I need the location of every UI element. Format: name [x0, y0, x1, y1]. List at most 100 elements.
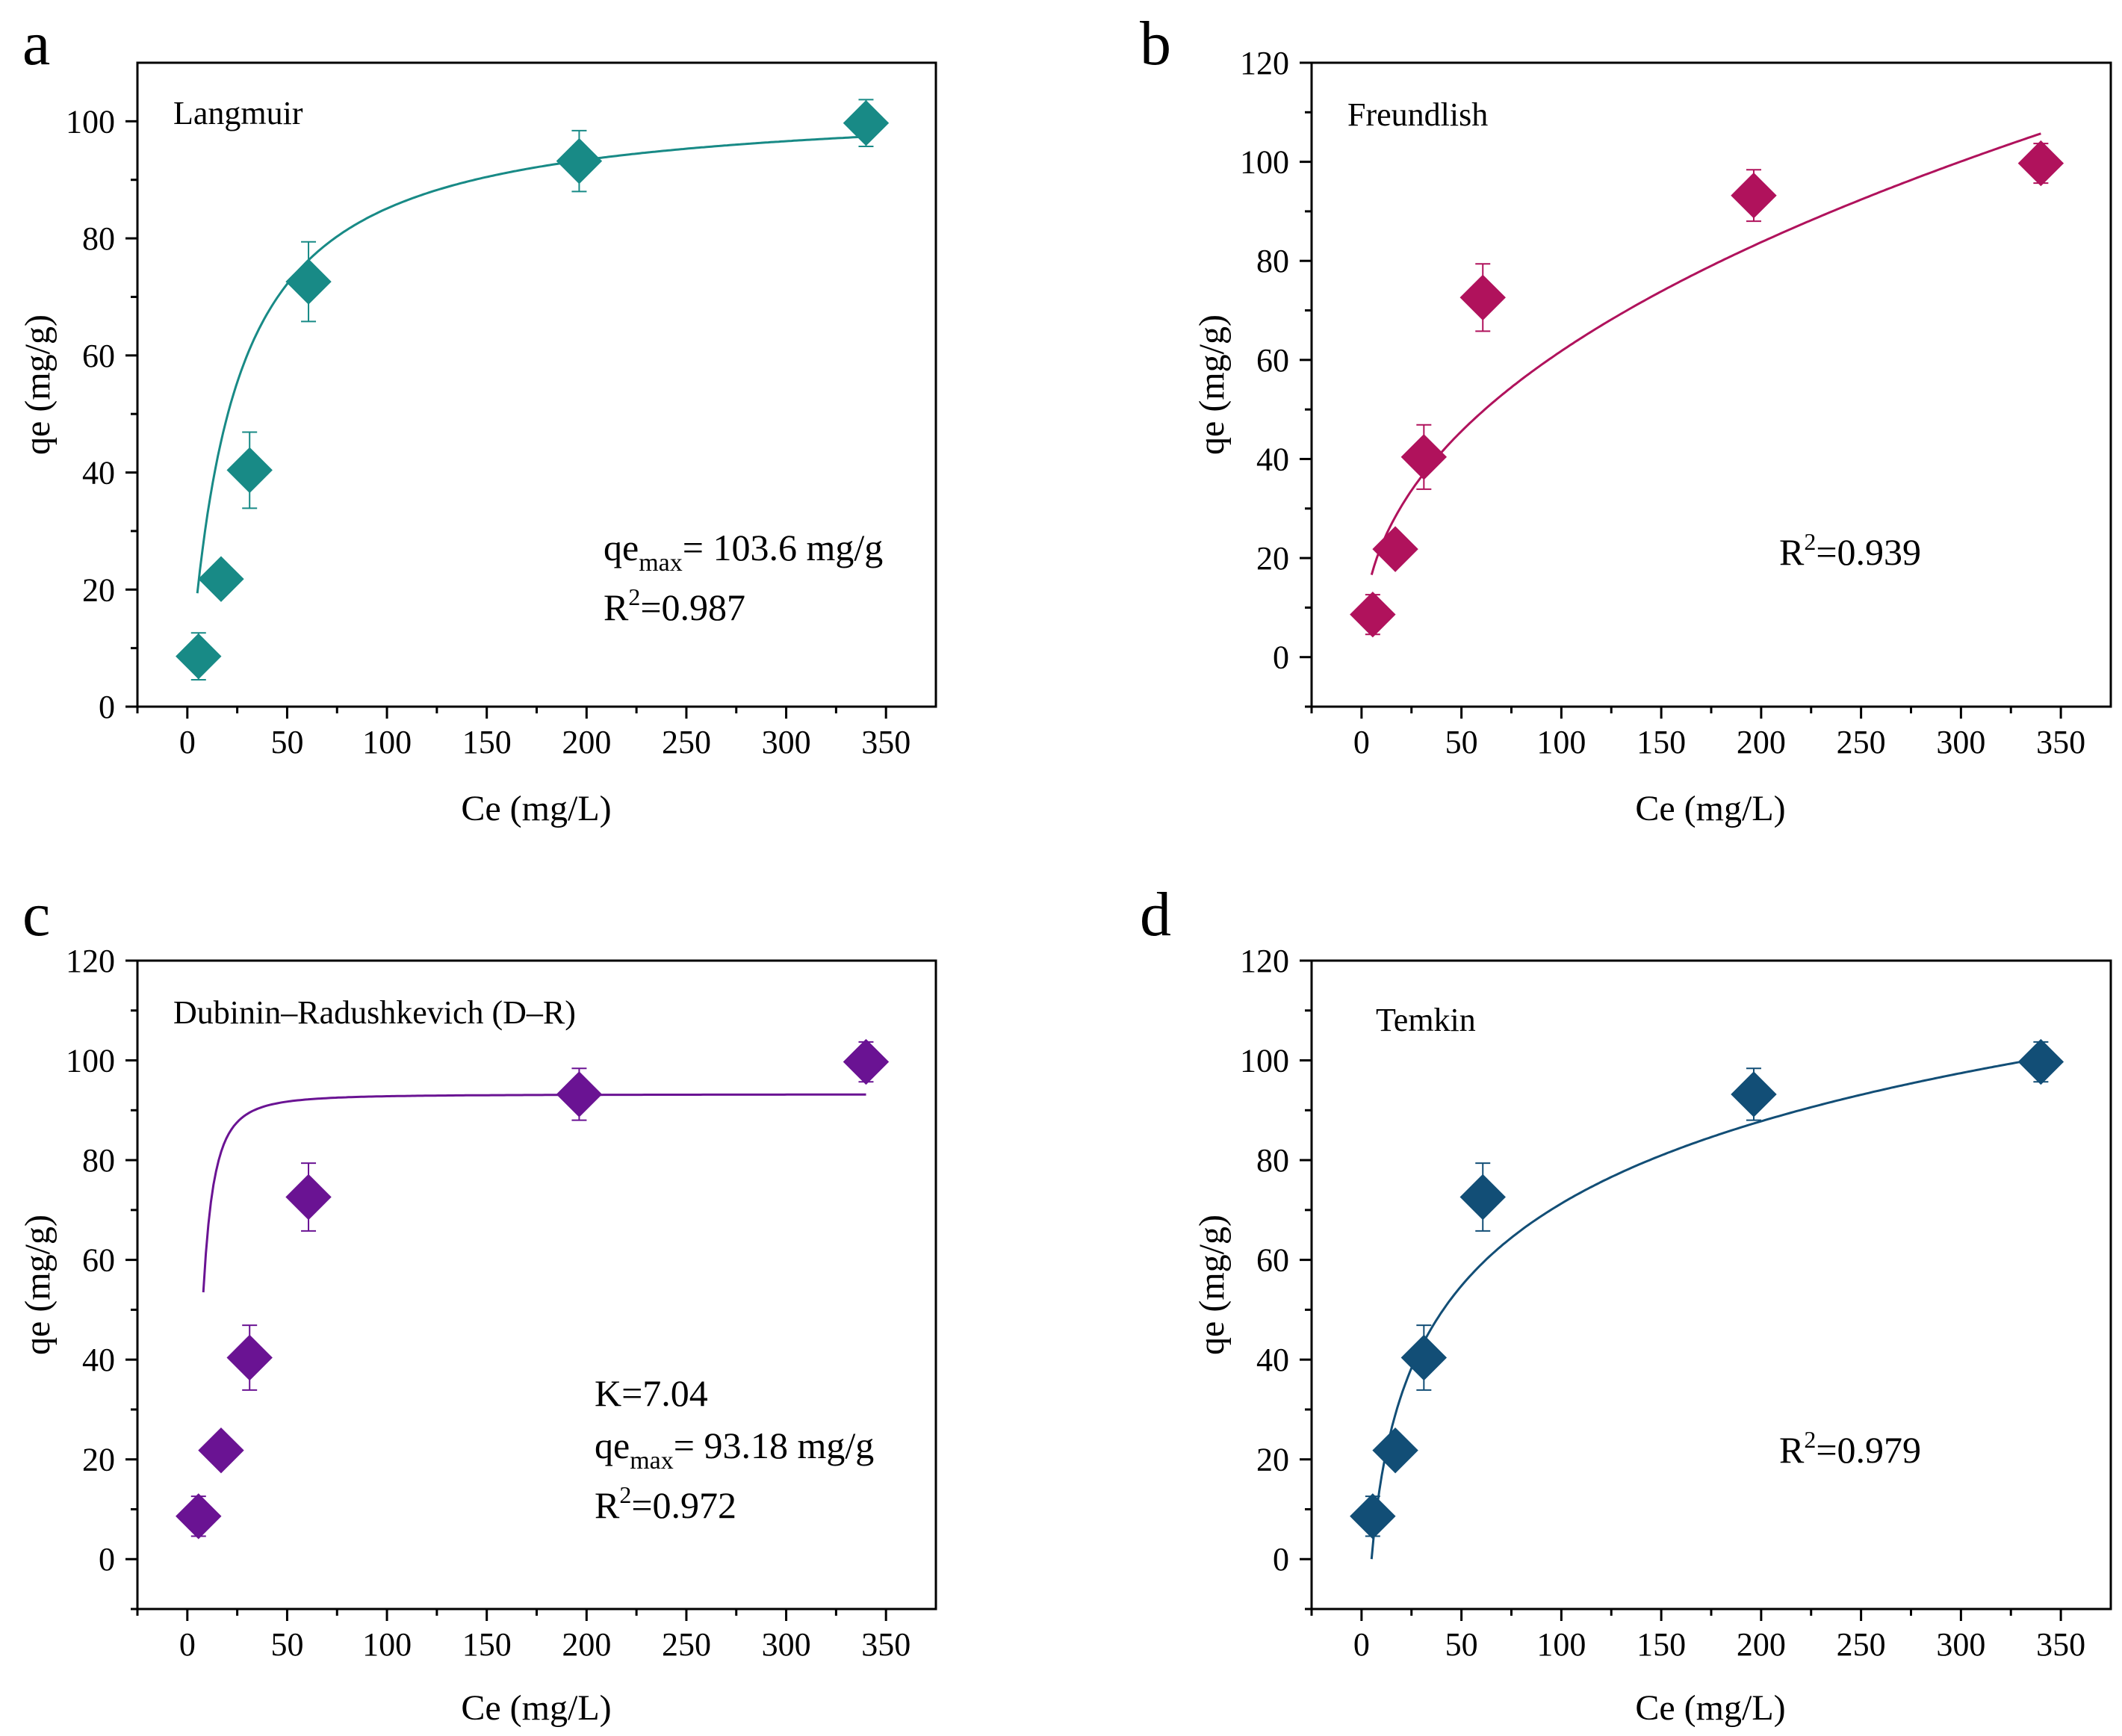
data-point-b-2: [1400, 434, 1448, 480]
x-tick-label-c-0: 0: [179, 1626, 196, 1663]
model-label-d: Temkin: [1376, 1002, 1476, 1038]
data-point-b-4: [1731, 172, 1777, 219]
y-tick-label-c-4: 80: [82, 1142, 115, 1179]
y-tick-label-a-2: 40: [82, 455, 115, 492]
x-axis-title-c: Ce (mg/L): [461, 1688, 611, 1728]
fit-curve-group-b: [1370, 132, 2041, 576]
r2-base-a: R: [604, 586, 629, 628]
r2-annotation-d: R2=0.979: [1779, 1426, 1921, 1471]
x-tick-label-b-4: 200: [1737, 724, 1786, 760]
fit-curve-group-a: [196, 135, 866, 594]
y-tick-label-b-4: 80: [1256, 243, 1289, 279]
data-point-a-1: [198, 556, 244, 602]
qemax-sub-a: max: [639, 549, 683, 577]
data-point-a-4: [556, 137, 603, 185]
data-point-c-0: [176, 1493, 222, 1540]
y-tick-label-d-1: 20: [1256, 1442, 1289, 1478]
x-tick-label-d-7: 350: [2036, 1626, 2085, 1663]
data-point-b-3: [1459, 274, 1506, 321]
fit-curve-d: [1370, 1057, 2041, 1560]
r2-annotation-b: R2=0.939: [1779, 528, 1921, 573]
fit-curve-group-c: [202, 1093, 866, 1293]
data-point-d-4: [1731, 1071, 1777, 1117]
y-tick-label-c-5: 100: [66, 1043, 115, 1079]
x-tick-label-d-2: 100: [1536, 1626, 1586, 1663]
x-tick-label-a-7: 350: [861, 724, 910, 760]
fit-curve-group-d: [1370, 1057, 2041, 1560]
x-tick-label-a-5: 250: [662, 724, 711, 760]
r2-sup-c: 2: [619, 1481, 631, 1508]
fit-curve-c: [202, 1093, 866, 1293]
y-tick-label-d-0: 0: [1273, 1541, 1289, 1578]
plot-frame-d: [1310, 959, 2112, 1611]
r2-sup-b: 2: [1804, 528, 1816, 555]
x-tick-label-c-7: 350: [861, 1626, 910, 1663]
model-label-b: Freundlish: [1347, 96, 1488, 133]
data-point-d-0: [1350, 1493, 1396, 1540]
x-tick-label-b-5: 250: [1837, 724, 1886, 760]
x-tick-label-c-4: 200: [562, 1626, 611, 1663]
y-tick-label-d-2: 40: [1256, 1342, 1289, 1378]
x-tick-label-b-0: 0: [1353, 724, 1370, 760]
y-axis-title-d: qe (mg/g): [1192, 1215, 1232, 1355]
panel-d: d 0 50 100 150 200 250 300 350 0 20 40 60 80 100 120 C…: [1140, 880, 2112, 1728]
panel-letter-d: d: [1140, 880, 1171, 949]
y-tick-label-b-2: 40: [1256, 441, 1289, 477]
y-tick-label-b-0: 0: [1273, 639, 1289, 676]
data-point-a-3: [285, 258, 332, 305]
x-tick-label-c-2: 100: [362, 1626, 412, 1663]
x-tick-label-a-3: 150: [462, 724, 512, 760]
y-axis-title-c: qe (mg/g): [18, 1215, 58, 1355]
data-point-a-0: [176, 633, 222, 680]
x-tick-label-a-2: 100: [362, 724, 412, 760]
qemax-annotation-c: qemax= 93.18 mg/g: [595, 1425, 874, 1475]
x-axis-title-d: Ce (mg/L): [1635, 1688, 1785, 1728]
fit-curve-b: [1370, 132, 2041, 576]
x-tick-label-a-0: 0: [179, 724, 196, 760]
axis-ticks-d: 0 50 100 150 200 250 300 350 0 20 40 60 80 100 120: [1240, 943, 2085, 1663]
data-point-c-2: [226, 1334, 273, 1381]
x-tick-label-d-3: 150: [1637, 1626, 1686, 1663]
data-point-c-3: [285, 1174, 332, 1221]
data-point-d-3: [1459, 1174, 1506, 1221]
y-tick-label-a-1: 20: [82, 571, 115, 608]
data-point-d-5: [2017, 1038, 2064, 1085]
r2-base-c: R: [595, 1484, 620, 1526]
y-tick-label-a-0: 0: [99, 689, 115, 725]
r2-base-b: R: [1779, 531, 1805, 573]
data-points-a: [176, 100, 890, 680]
data-point-c-5: [843, 1038, 890, 1085]
y-tick-label-d-3: 60: [1256, 1242, 1289, 1279]
x-tick-label-a-4: 200: [562, 724, 611, 760]
x-tick-label-c-3: 150: [462, 1626, 512, 1663]
data-point-b-0: [1350, 591, 1396, 638]
axis-ticks-a: 0 50 100 150 200 250 300 350 0 20 40 60 80 100: [66, 103, 910, 760]
y-axis-title-b: qe (mg/g): [1192, 314, 1232, 455]
y-tick-label-a-3: 60: [82, 338, 115, 374]
r2-value-c: =0.972: [631, 1484, 736, 1526]
r2-sup-a: 2: [628, 583, 640, 610]
r2-value-a: =0.987: [640, 586, 745, 628]
error-bars-a: [190, 99, 874, 681]
y-tick-label-b-3: 60: [1256, 342, 1289, 379]
y-tick-label-c-3: 60: [82, 1242, 115, 1279]
r2-value-b: =0.939: [1816, 531, 1921, 573]
x-axis-title-a: Ce (mg/L): [461, 789, 611, 828]
r2-sup-d: 2: [1804, 1426, 1816, 1453]
fit-curve-a: [196, 135, 866, 594]
x-tick-label-b-7: 350: [2036, 724, 2085, 760]
y-tick-label-c-6: 120: [66, 943, 115, 979]
r2-annotation-a: R2=0.987: [604, 583, 745, 628]
plot-frame-c: [136, 959, 937, 1611]
panel-letter-c: c: [22, 880, 50, 949]
error-bars-d: [1365, 1041, 2049, 1537]
x-tick-label-d-6: 300: [1936, 1626, 1985, 1663]
y-tick-label-b-5: 100: [1240, 144, 1289, 181]
y-tick-label-a-5: 100: [66, 103, 115, 140]
data-point-a-5: [843, 100, 890, 146]
data-points-b: [1350, 140, 2064, 638]
x-tick-label-b-3: 150: [1637, 724, 1686, 760]
x-tick-label-d-1: 50: [1445, 1626, 1478, 1663]
x-tick-label-c-6: 300: [762, 1626, 811, 1663]
x-tick-label-b-6: 300: [1936, 724, 1985, 760]
